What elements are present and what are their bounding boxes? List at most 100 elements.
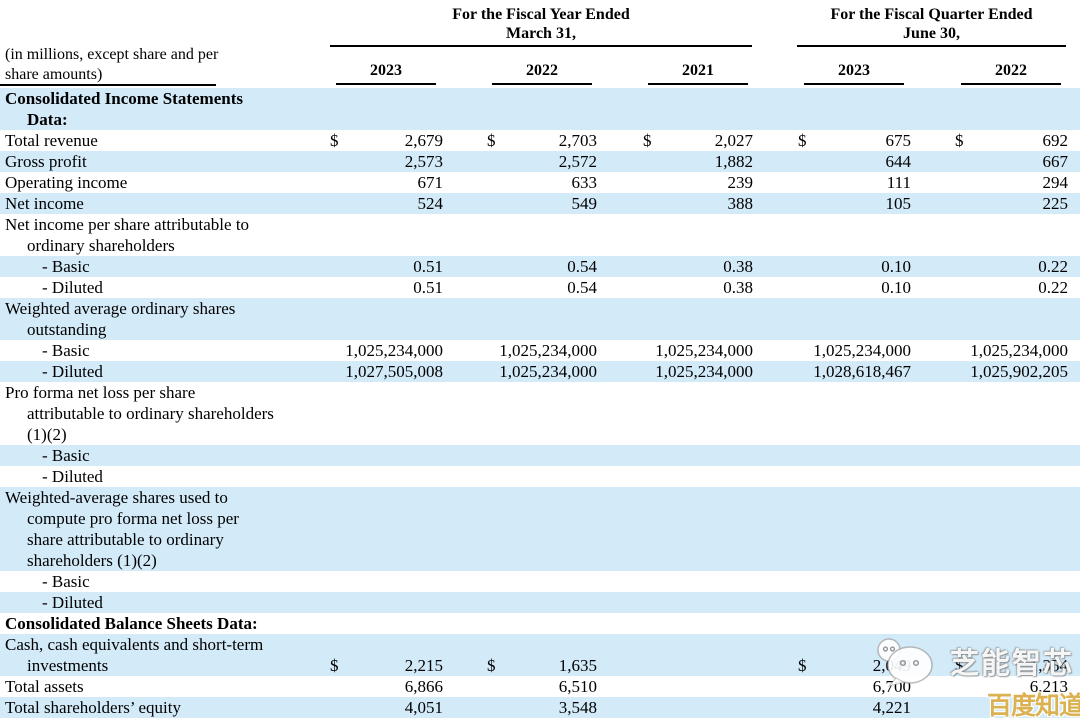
value-cell — [320, 571, 443, 592]
row-spacer — [1068, 487, 1080, 571]
units-note: (in millions, except share and per share… — [5, 46, 219, 83]
value-cell — [911, 487, 1068, 571]
row-label: Total shareholders’ equity — [5, 698, 181, 717]
row-label: - Basic — [42, 257, 90, 276]
currency-symbol: $ — [643, 131, 652, 150]
cell-value: 633 — [571, 173, 598, 192]
cell-value: 2,215 — [404, 656, 443, 675]
value-cell — [911, 466, 1068, 487]
value-cell — [443, 88, 597, 130]
value-cell: $2,049 — [753, 634, 911, 676]
value-cell: 1,025,902,205 — [911, 361, 1068, 382]
cell-value: 692 — [1042, 131, 1069, 150]
value-cell: 2,572 — [443, 151, 597, 172]
table-row: - Diluted 1,027,505,008 1,025,234,000 1,025… — [0, 361, 1080, 382]
financial-data-table: Consolidated Income Statements Data: Tota… — [0, 88, 1080, 718]
cell-value: 2,573 — [404, 152, 443, 171]
table-row: Gross profit 2,573 2,572 1,882 644 667 — [0, 151, 1080, 172]
row-label: - Basic — [42, 341, 90, 360]
fiscal-year-group-header: For the Fiscal Year Ended March 31, — [330, 5, 752, 47]
value-cell — [320, 613, 443, 634]
row-spacer — [1068, 214, 1080, 256]
row-spacer — [1068, 613, 1080, 634]
currency-symbol: $ — [487, 131, 496, 150]
table-row: Consolidated Balance Sheets Data: — [0, 613, 1080, 634]
value-cell — [597, 382, 753, 445]
value-cell: 0.51 — [320, 277, 443, 298]
cell-value: 2,679 — [404, 131, 443, 150]
row-label: - Diluted — [42, 467, 103, 486]
value-cell — [597, 613, 753, 634]
value-cell — [320, 214, 443, 256]
fiscal-quarter-group-line2: June 30, — [903, 25, 960, 42]
value-cell — [911, 592, 1068, 613]
value-cell: 0.22 — [911, 256, 1068, 277]
value-cell: 671 — [320, 172, 444, 193]
value-cell: 0.10 — [753, 277, 911, 298]
value-cell: 4,051 — [320, 697, 443, 718]
value-cell: 0.22 — [911, 277, 1068, 298]
table-row: Total shareholders’ equity 4,051 3,548 4,22… — [0, 697, 1080, 718]
cell-value: 0.54 — [567, 257, 597, 276]
row-spacer — [1068, 130, 1080, 151]
cell-value: 6,510 — [558, 677, 597, 696]
value-cell — [597, 634, 753, 676]
value-cell: 0.54 — [443, 256, 597, 277]
row-label: Cash, cash equivalents and short-term in… — [5, 635, 264, 675]
value-cell — [753, 214, 911, 256]
table-row: Consolidated Income Statements Data: — [0, 88, 1080, 130]
row-label: Pro forma net loss per share attributabl… — [5, 383, 274, 444]
fiscal-year-group-line2: March 31, — [506, 25, 576, 42]
value-cell: $675 — [753, 130, 911, 151]
currency-symbol: $ — [487, 656, 496, 675]
row-label: - Basic — [42, 446, 90, 465]
cell-value: 0.10 — [881, 257, 911, 276]
currency-symbol: $ — [798, 656, 807, 675]
cell-value: 388 — [727, 194, 754, 213]
value-cell: 1,025,234,000 — [911, 340, 1068, 361]
row-label: Net income — [5, 194, 84, 213]
row-label: - Diluted — [42, 362, 103, 381]
value-cell: 0.10 — [753, 256, 911, 277]
cell-value: 549 — [571, 194, 598, 213]
value-cell: 0.38 — [597, 256, 753, 277]
value-cell — [320, 466, 443, 487]
cell-value: 1,025,234,000 — [813, 341, 911, 360]
cell-value: 675 — [885, 131, 912, 150]
cell-value: 0.51 — [413, 278, 443, 297]
cell-value: 4,221 — [872, 698, 911, 717]
value-cell: 1,025,234,000 — [320, 340, 443, 361]
row-spacer — [1068, 361, 1080, 382]
cell-value: 667 — [1042, 152, 1069, 171]
value-cell — [753, 88, 911, 130]
value-cell — [911, 697, 1068, 718]
value-cell: 294 — [911, 172, 1069, 193]
value-cell — [443, 382, 597, 445]
value-cell — [911, 382, 1068, 445]
cell-value: 1,635 — [558, 656, 597, 675]
value-cell — [753, 592, 911, 613]
cell-value: 225 — [1042, 194, 1069, 213]
cell-value: 0.22 — [1038, 278, 1068, 297]
value-cell: 6,510 — [443, 676, 597, 697]
cell-value: 1,025,902,205 — [970, 362, 1068, 381]
value-cell: $692 — [911, 130, 1068, 151]
table-row: - Diluted — [0, 592, 1080, 613]
value-cell: 1,025,234,000 — [753, 340, 911, 361]
row-label: Gross profit — [5, 152, 87, 171]
value-cell — [911, 298, 1068, 340]
value-cell: 1,882 — [597, 151, 753, 172]
value-cell — [753, 613, 911, 634]
value-cell — [597, 214, 753, 256]
row-label: Weighted average ordinary shares outstan… — [5, 299, 236, 339]
cell-value: 105 — [885, 194, 912, 213]
value-cell — [753, 571, 911, 592]
value-cell — [320, 88, 443, 130]
row-spacer — [1068, 256, 1080, 277]
row-spacer — [1068, 298, 1080, 340]
row-spacer — [1068, 676, 1080, 697]
value-cell — [320, 445, 443, 466]
cell-value: 1,025,234,000 — [970, 341, 1068, 360]
row-label: - Diluted — [42, 593, 103, 612]
